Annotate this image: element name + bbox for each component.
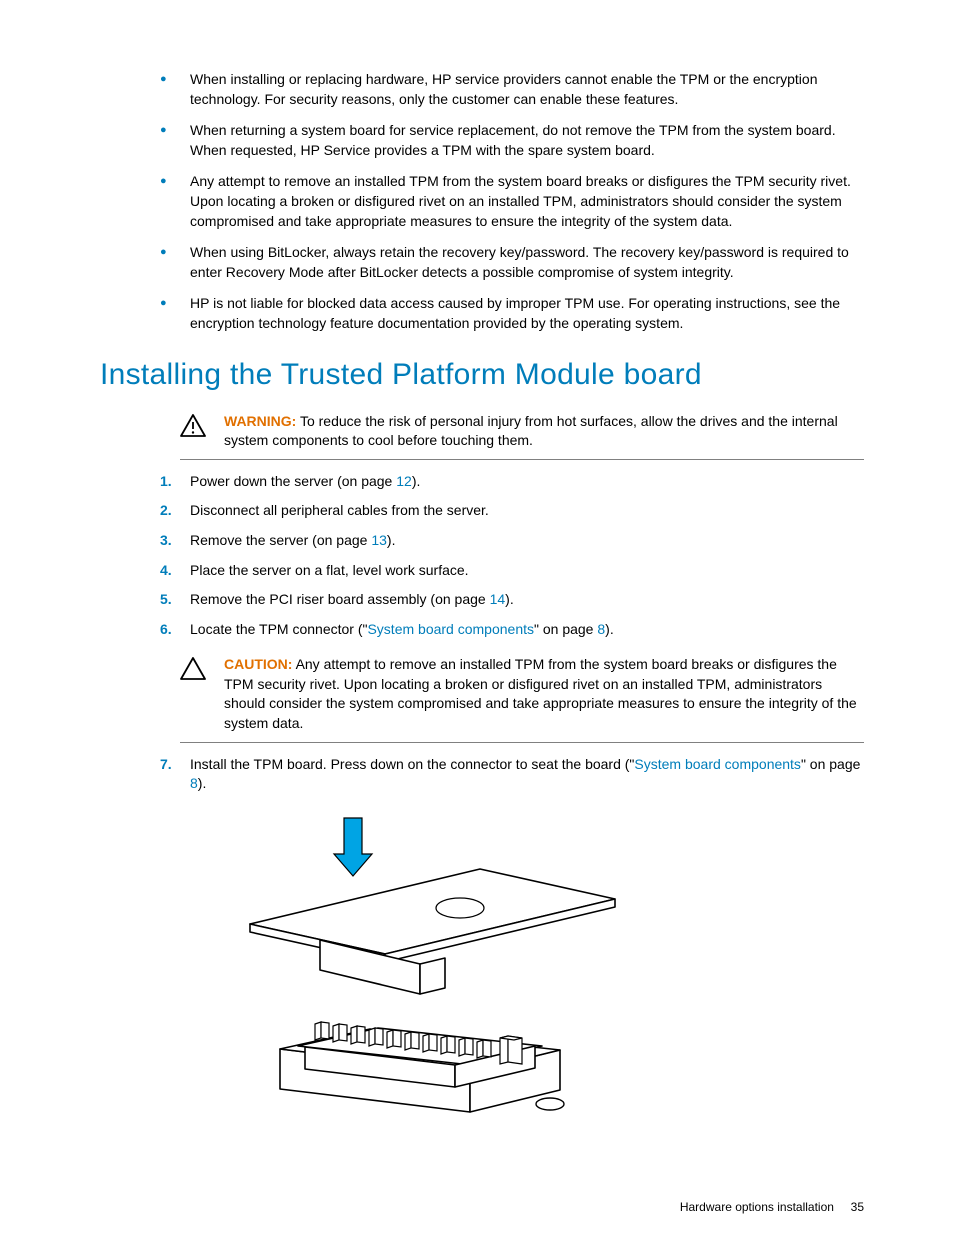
divider — [180, 742, 864, 743]
install-steps: 1. Power down the server (on page 12). 2… — [100, 472, 864, 640]
step-text: Place the server on a flat, level work s… — [190, 562, 469, 578]
list-item: Any attempt to remove an installed TPM f… — [160, 172, 864, 231]
page-footer: Hardware options installation 35 — [100, 1199, 864, 1216]
page-link[interactable]: 14 — [490, 591, 506, 607]
list-item: When installing or replacing hardware, H… — [160, 70, 864, 109]
warning-text: WARNING: To reduce the risk of personal … — [224, 412, 864, 451]
step-text: Install the TPM board. Press down on the… — [190, 756, 634, 772]
step-number: 2. — [160, 501, 172, 521]
step-post: ). — [605, 621, 614, 637]
step-text: Locate the TPM connector (" — [190, 621, 367, 637]
step-text: Remove the PCI riser board assembly (on … — [190, 591, 490, 607]
step-post: ). — [198, 775, 207, 791]
step-mid: " on page — [801, 756, 860, 772]
step-item: 7. Install the TPM board. Press down on … — [160, 755, 864, 794]
step-number: 5. — [160, 590, 172, 610]
xref-link[interactable]: System board components — [367, 621, 534, 637]
divider — [180, 459, 864, 460]
step-number: 4. — [160, 561, 172, 581]
warning-callout: WARNING: To reduce the risk of personal … — [180, 406, 864, 451]
footer-section: Hardware options installation — [680, 1200, 834, 1214]
step-number: 1. — [160, 472, 172, 492]
warning-label: WARNING: — [224, 413, 296, 429]
caution-callout: CAUTION: Any attempt to remove an instal… — [180, 649, 864, 733]
step-item: 4. Place the server on a flat, level wor… — [160, 561, 864, 581]
step-item: 1. Power down the server (on page 12). — [160, 472, 864, 492]
page-link[interactable]: 8 — [597, 621, 605, 637]
step-text: Disconnect all peripheral cables from th… — [190, 502, 489, 518]
step-mid: " on page — [534, 621, 597, 637]
caution-label: CAUTION: — [224, 656, 292, 672]
step-post: ). — [387, 532, 396, 548]
list-item: When returning a system board for servic… — [160, 121, 864, 160]
caution-icon — [180, 655, 224, 687]
step-item: 5. Remove the PCI riser board assembly (… — [160, 590, 864, 610]
warning-body: To reduce the risk of personal injury fr… — [224, 413, 838, 449]
page-link[interactable]: 12 — [396, 473, 412, 489]
step-post: ). — [505, 591, 514, 607]
step-number: 6. — [160, 620, 172, 640]
step-post: ). — [412, 473, 421, 489]
page-link[interactable]: 13 — [371, 532, 387, 548]
page-title: Installing the Trusted Platform Module b… — [100, 354, 864, 396]
caution-text: CAUTION: Any attempt to remove an instal… — [224, 655, 864, 733]
xref-link[interactable]: System board components — [634, 756, 801, 772]
tpm-install-diagram — [220, 814, 864, 1120]
install-steps-cont: 7. Install the TPM board. Press down on … — [100, 755, 864, 794]
step-item: 6. Locate the TPM connector ("System boa… — [160, 620, 864, 640]
step-text: Remove the server (on page — [190, 532, 371, 548]
page-link[interactable]: 8 — [190, 775, 198, 791]
list-item: When using BitLocker, always retain the … — [160, 243, 864, 282]
step-item: 2. Disconnect all peripheral cables from… — [160, 501, 864, 521]
warning-icon — [180, 412, 224, 444]
step-number: 7. — [160, 755, 172, 775]
list-item: HP is not liable for blocked data access… — [160, 294, 864, 333]
caution-body: Any attempt to remove an installed TPM f… — [224, 656, 857, 731]
step-text: Power down the server (on page — [190, 473, 396, 489]
down-arrow-icon — [334, 818, 372, 876]
step-item: 3. Remove the server (on page 13). — [160, 531, 864, 551]
intro-bullet-list: When installing or replacing hardware, H… — [100, 70, 864, 334]
step-number: 3. — [160, 531, 172, 551]
footer-page-number: 35 — [851, 1200, 864, 1214]
